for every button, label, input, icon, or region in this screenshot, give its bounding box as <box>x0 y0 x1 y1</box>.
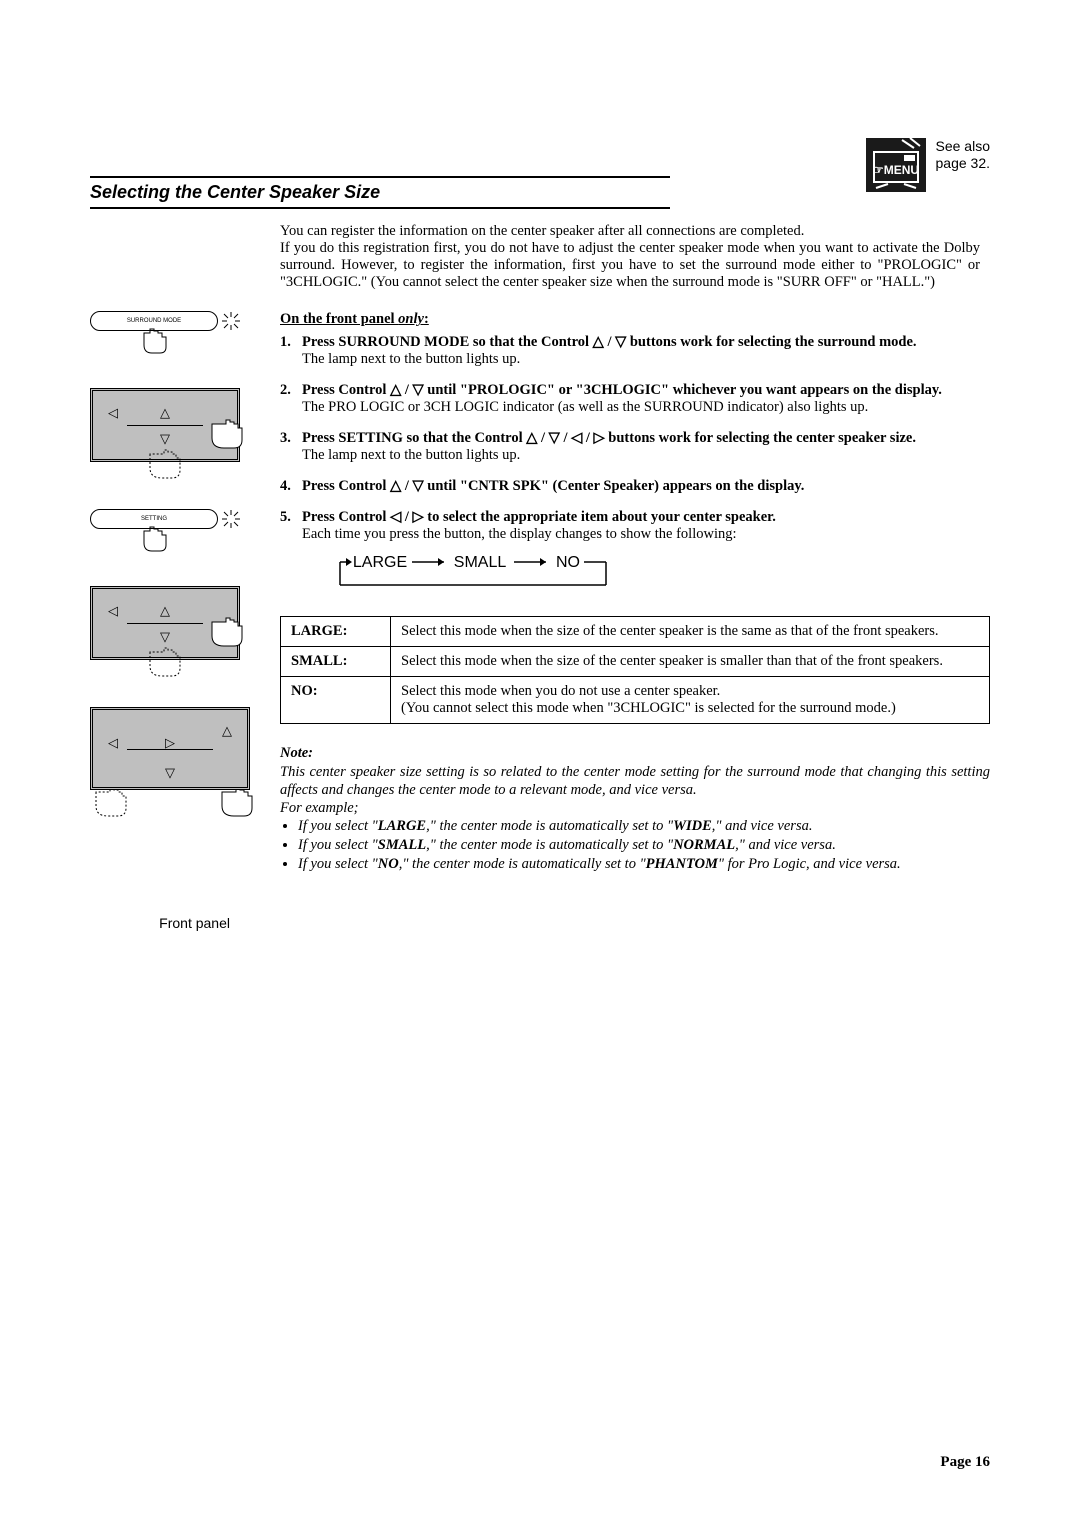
step-5: 5. Press Control ◁ / ▷ to select the app… <box>280 509 990 543</box>
step-4: 4. Press Control △ / ▽ until "CNTR SPK" … <box>280 478 990 495</box>
table-row: LARGE: Select this mode when the size of… <box>281 617 990 647</box>
mode-desc: Select this mode when the size of the ce… <box>391 647 990 677</box>
step-number: 3. <box>280 430 302 447</box>
step-sub: The lamp next to the button lights up. <box>302 447 990 464</box>
mode-label: LARGE: <box>281 617 391 647</box>
instruction-column: On the front panel only: 1. Press SURROU… <box>280 311 990 931</box>
manual-page: ☞MENU See also page 32. Selecting the Ce… <box>0 0 1080 1531</box>
step-number: 4. <box>280 478 302 495</box>
step-3: 3. Press SETTING so that the Control △ /… <box>280 430 990 464</box>
see-also-block: ☞MENU See also page 32. <box>866 138 991 192</box>
panel-heading-only: only <box>398 311 424 327</box>
cycle-diagram: LARGE SMALL NO <box>320 549 990 600</box>
left-triangle-icon: ◁ <box>108 736 118 749</box>
cycle-no: NO <box>556 554 580 571</box>
step-sub: The lamp next to the button lights up. <box>302 351 990 368</box>
mode-desc: Select this mode when the size of the ce… <box>391 617 990 647</box>
step-1: 1. Press SURROUND MODE so that the Contr… <box>280 334 990 368</box>
step-number: 5. <box>280 509 302 526</box>
right-triangle-icon: ▷ <box>165 736 175 749</box>
step-sub: Each time you press the button, the disp… <box>302 526 990 543</box>
step-bold: Press SURROUND MODE so that the Control … <box>302 334 990 351</box>
step-bold: Press SETTING so that the Control △ / ▽ … <box>302 430 990 447</box>
up-triangle-icon: △ <box>222 724 232 737</box>
panel-heading-colon: : <box>424 311 429 327</box>
diagram-surround-button: SURROUND MODE <box>90 311 240 368</box>
diagram-setting-button: SETTING <box>90 509 240 566</box>
table-row: SMALL: Select this mode when the size of… <box>281 647 990 677</box>
panel-heading-text: On the front panel <box>280 311 398 327</box>
tv-menu-text: ☞MENU <box>872 163 918 177</box>
lamp-spark-icon <box>222 312 240 330</box>
intro-paragraph: You can register the information on the … <box>280 223 980 291</box>
cycle-small: SMALL <box>454 554 507 571</box>
hands-leftright-icon <box>90 784 260 832</box>
hands-press-icon <box>90 414 260 484</box>
cycle-large: LARGE <box>353 554 407 571</box>
see-also-text: See also page 32. <box>936 138 991 172</box>
note-item: If you select "NO," the center mode is a… <box>298 855 990 873</box>
hand-press-icon <box>134 327 194 363</box>
diagram-column: SURROUND MODE <box>90 311 260 931</box>
mode-label: NO: <box>281 677 391 724</box>
see-also-line2: page 32. <box>936 155 991 172</box>
page-number: Page 16 <box>940 1454 990 1471</box>
diagram-panel-four-way: ◁ △ ▷ ▽ <box>90 707 240 837</box>
panel-heading: On the front panel only: <box>280 311 990 328</box>
step-bold: Press Control ◁ / ▷ to select the approp… <box>302 509 990 526</box>
step-bold: Press Control △ / ▽ until "CNTR SPK" (Ce… <box>302 478 990 495</box>
step-number: 2. <box>280 382 302 399</box>
hand-press-icon <box>134 525 194 561</box>
step-bold: Press Control △ / ▽ until "PROLOGIC" or … <box>302 382 990 399</box>
main-content-row: SURROUND MODE <box>90 311 990 931</box>
mode-desc: Select this mode when you do not use a c… <box>391 677 990 724</box>
lamp-spark-icon <box>222 510 240 528</box>
see-also-line1: See also <box>936 138 991 155</box>
step-number: 1. <box>280 334 302 351</box>
step-sub: The PRO LOGIC or 3CH LOGIC indicator (as… <box>302 399 990 416</box>
note-list: If you select "LARGE," the center mode i… <box>280 817 990 873</box>
front-panel-label: Front panel <box>90 915 250 931</box>
section-title: Selecting the Center Speaker Size <box>90 176 670 209</box>
note-item: If you select "LARGE," the center mode i… <box>298 817 990 835</box>
mode-label: SMALL: <box>281 647 391 677</box>
diagram-panel-updown-2: ◁ △ ▽ <box>90 586 240 687</box>
note-head: Note: <box>280 744 990 762</box>
note-p2: For example; <box>280 799 990 817</box>
table-row: NO: Select this mode when you do not use… <box>281 677 990 724</box>
note-item: If you select "SMALL," the center mode i… <box>298 836 990 854</box>
note-p1: This center speaker size setting is so r… <box>280 763 990 799</box>
mode-table: LARGE: Select this mode when the size of… <box>280 616 990 724</box>
diagram-panel-updown: ◁ △ ▽ <box>90 388 240 489</box>
tv-menu-icon: ☞MENU <box>866 138 926 192</box>
down-triangle-icon: ▽ <box>165 766 175 779</box>
hands-press-icon <box>90 612 260 682</box>
note-block: Note: This center speaker size setting i… <box>280 744 990 873</box>
step-2: 2. Press Control △ / ▽ until "PROLOGIC" … <box>280 382 990 416</box>
